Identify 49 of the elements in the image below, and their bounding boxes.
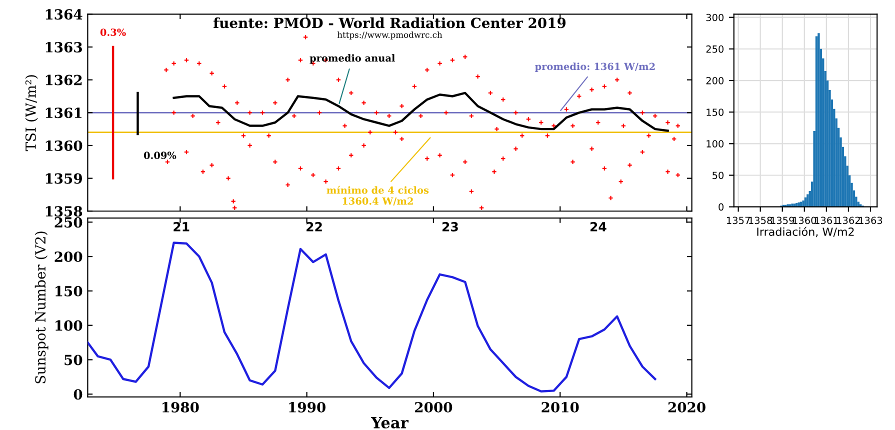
y-tick-label: 1362 xyxy=(46,74,82,86)
y-tick-label: 50 xyxy=(64,354,82,366)
line-series xyxy=(172,92,669,132)
x-tick-label: 1357 xyxy=(727,216,750,224)
annotation: 0.09% xyxy=(144,152,176,160)
x-tick-label: 2010 xyxy=(542,402,579,412)
ref-line-label: promedio: 1361 W/m2 xyxy=(535,62,655,72)
y-tick-label: 100 xyxy=(706,140,724,148)
y-tick-label: 200 xyxy=(706,76,724,84)
y-tick-label: 50 xyxy=(712,172,724,180)
y-tick-label: 150 xyxy=(706,108,724,116)
annotation: 23 xyxy=(442,222,458,232)
x-tick-label: 1980 xyxy=(162,402,199,412)
y-axis-title: Sunspot Number (V2) xyxy=(34,232,48,384)
y-axis-title: TSI (W/m²) xyxy=(25,75,38,152)
y-tick-label: 200 xyxy=(54,252,82,262)
annotation: 21 xyxy=(174,222,190,232)
y-tick-label: 1360 xyxy=(46,140,82,151)
x-tick-label: 2020 xyxy=(668,402,706,412)
line-series xyxy=(88,242,656,392)
x-tick-label: 1361 xyxy=(815,216,838,224)
x-tick-label: 2000 xyxy=(415,402,452,412)
y-tick-label: 150 xyxy=(56,286,82,296)
annotation: promedio anual xyxy=(310,54,395,64)
x-axis-title: Year xyxy=(371,417,409,428)
y-tick-label: 1358 xyxy=(46,206,82,217)
y-tick-label: 300 xyxy=(706,14,724,22)
x-tick-label: 1362 xyxy=(837,216,860,224)
ref-line-label: mínimo de 4 ciclos 1360.4 W/m2 xyxy=(326,186,429,206)
x-tick-label: 1359 xyxy=(771,216,794,224)
y-tick-label: 1363 xyxy=(46,42,82,52)
annotation: 24 xyxy=(590,222,606,232)
x-axis-title: Irradiación, W/m2 xyxy=(757,226,854,238)
x-tick-label: 1360 xyxy=(793,216,816,224)
y-tick-label: 0 xyxy=(718,203,724,211)
chart-title: fuente: PMOD - World Radiation Center 2019 xyxy=(214,17,566,28)
y-tick-label: 0 xyxy=(74,389,82,400)
y-tick-label: 100 xyxy=(56,320,82,331)
y-tick-label: 250 xyxy=(54,217,82,228)
annotation: https://www.pmodwrc.ch xyxy=(337,31,442,40)
y-tick-label: 1359 xyxy=(46,173,82,184)
y-tick-label: 250 xyxy=(706,45,724,53)
y-tick-label: 1364 xyxy=(46,9,82,20)
y-tick-label: 1361 xyxy=(46,108,82,118)
x-tick-label: 1358 xyxy=(749,216,772,224)
annotation: 0.3% xyxy=(100,28,126,36)
x-tick-label: 1990 xyxy=(289,402,326,412)
annotation: 22 xyxy=(306,222,322,232)
x-tick-label: 1363 xyxy=(859,216,882,224)
